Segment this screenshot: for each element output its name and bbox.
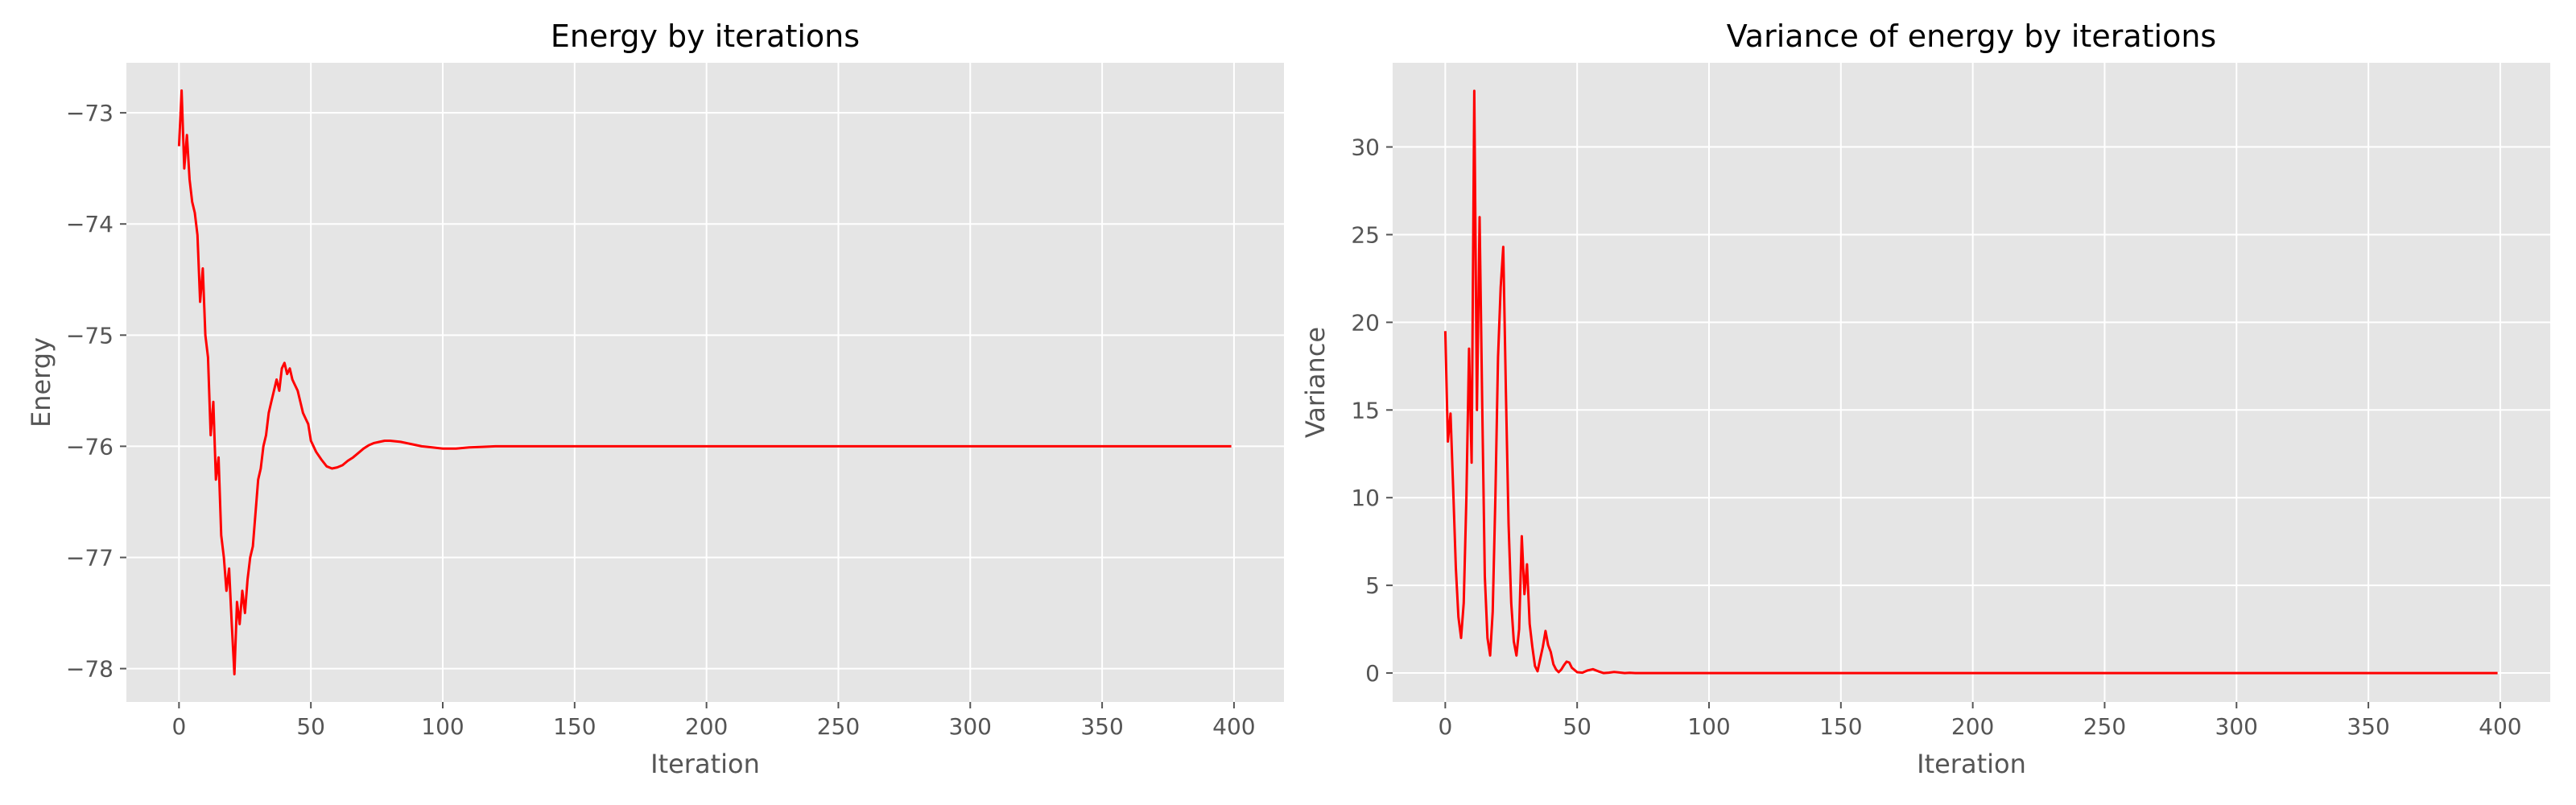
energy-chart: 0 50 100 150 200 250 300 350 400 −78 −77 −76 −75 −74 −…	[26, 19, 1284, 779]
variance-chart: 0 50 100 150 200 250 300 350 400 0 5 10 15 20 25 30 Var…	[1300, 19, 2550, 779]
tick-labels: 0 50 100 150 200 250 300 350 400 0 5 10 15 20 25 30	[1351, 134, 2521, 740]
x-tick-label: 300	[949, 713, 992, 740]
y-tick-label: −77	[66, 544, 114, 571]
x-tick-label: 350	[1080, 713, 1123, 740]
y-axis-label: Energy	[26, 337, 56, 427]
series-line	[177, 89, 1232, 675]
x-tick-label: 50	[296, 713, 325, 740]
x-tick-label: 400	[2479, 713, 2521, 740]
tick-labels: 0 50 100 150 200 250 300 350 400 −78 −77 −76 −75 −74 −…	[66, 100, 1256, 740]
chart-title: Energy by iterations	[551, 19, 860, 54]
plot-background	[1393, 63, 2550, 702]
x-tick-label: 50	[1563, 713, 1591, 740]
x-tick-label: 250	[2083, 713, 2126, 740]
grid	[126, 63, 1284, 702]
y-tick-label: 30	[1351, 134, 1380, 161]
y-tick-label: −76	[66, 433, 114, 460]
y-axis-label: Variance	[1300, 327, 1331, 438]
plot-background	[126, 63, 1284, 702]
x-tick-label: 200	[685, 713, 728, 740]
chart-title: Variance of energy by iterations	[1727, 19, 2216, 54]
x-tick-label: 400	[1212, 713, 1255, 740]
y-tick-label: 15	[1351, 397, 1380, 423]
x-tick-label: 200	[1951, 713, 1994, 740]
x-tick-label: 150	[1819, 713, 1862, 740]
y-tick-label: −78	[66, 656, 114, 683]
x-axis-label: Iteration	[1917, 749, 2026, 779]
y-tick-label: 20	[1351, 309, 1380, 336]
y-tick-label: −73	[66, 100, 114, 126]
y-tick-label: −75	[66, 322, 114, 349]
y-tick-label: 25	[1351, 221, 1380, 248]
y-tick-label: 10	[1351, 485, 1380, 511]
x-tick-label: 100	[1687, 713, 1730, 740]
series-group	[1443, 89, 2498, 675]
x-tick-label: 100	[421, 713, 464, 740]
x-tick-label: 350	[2347, 713, 2389, 740]
x-tick-label: 0	[1438, 713, 1452, 740]
x-tick-label: 250	[817, 713, 860, 740]
y-tick-label: 0	[1365, 660, 1380, 687]
x-tick-label: 300	[2215, 713, 2258, 740]
x-tick-label: 0	[171, 713, 186, 740]
series-line	[1443, 89, 2498, 675]
x-axis-label: Iteration	[650, 749, 760, 779]
series-group	[177, 89, 1232, 675]
y-tick-label: −74	[66, 211, 114, 237]
x-tick-label: 150	[553, 713, 596, 740]
y-tick-label: 5	[1365, 572, 1380, 599]
